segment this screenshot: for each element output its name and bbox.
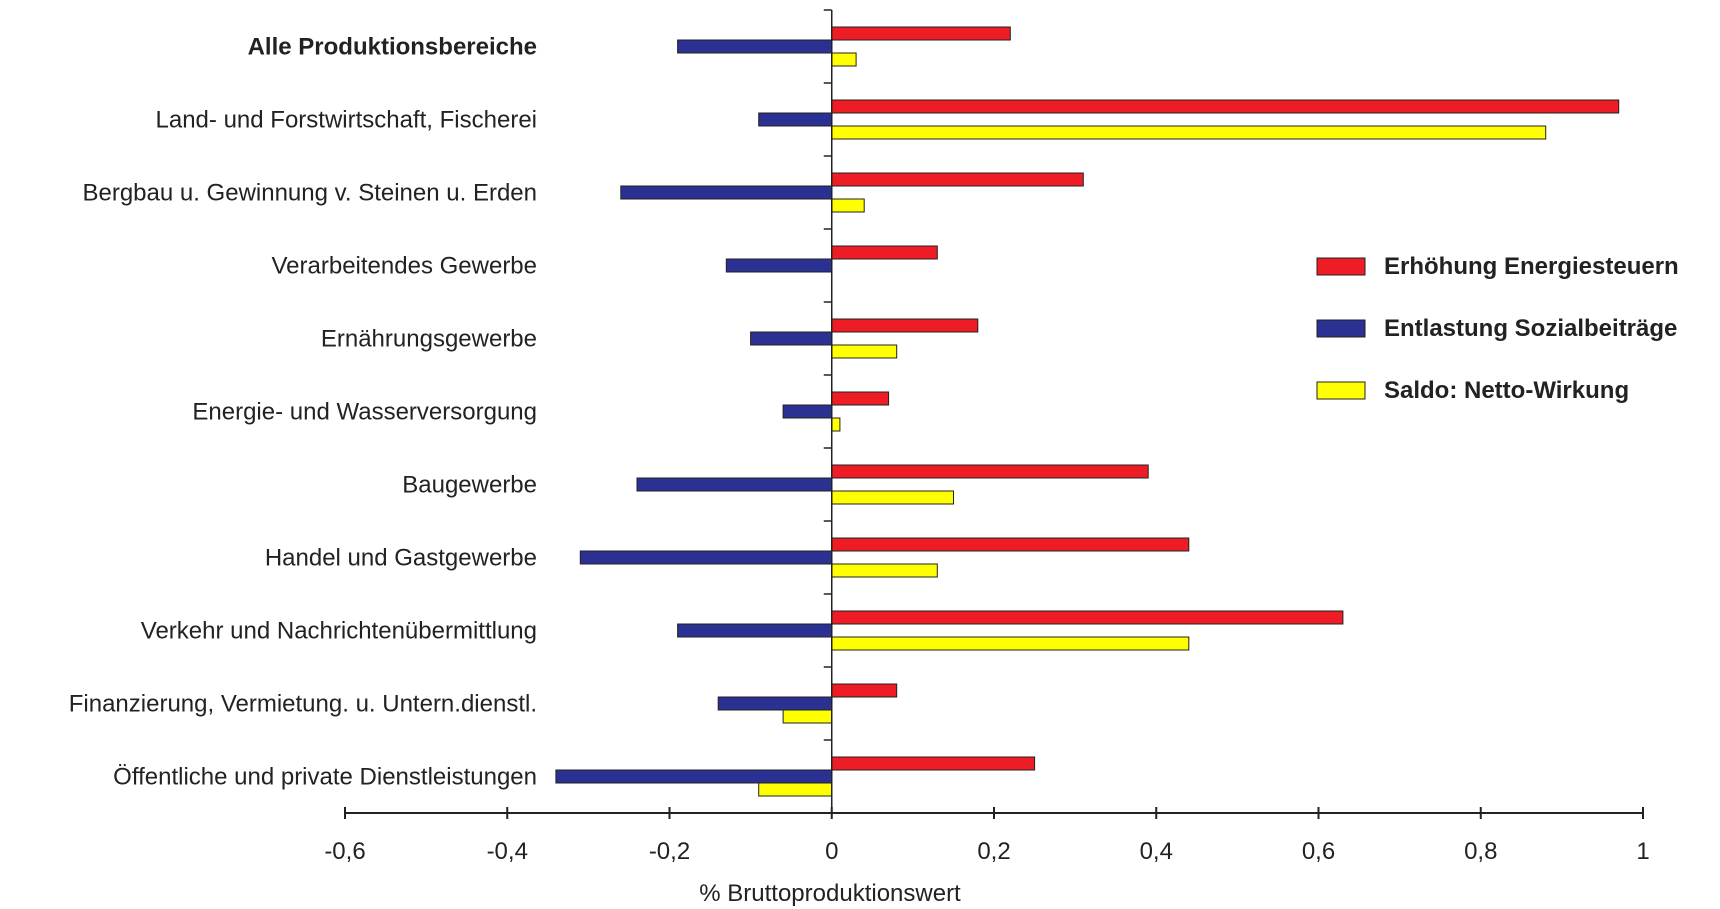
bar-2-4 bbox=[725, 258, 833, 273]
bar-2-8 bbox=[579, 550, 833, 565]
bar-1-9 bbox=[831, 610, 1344, 625]
bar-2-2 bbox=[758, 112, 833, 127]
bar-3-2 bbox=[831, 125, 1547, 140]
bar-1-3 bbox=[831, 172, 1084, 187]
bar-1-2 bbox=[831, 99, 1620, 114]
x-tick-label-5: 0,2 bbox=[977, 838, 1010, 865]
bar-1-5 bbox=[831, 318, 979, 333]
bar-3-11 bbox=[758, 782, 833, 797]
category-label-9: Verkehr und Nachrichtenübermittlung bbox=[141, 618, 537, 645]
bar-3-5 bbox=[831, 344, 898, 359]
bar-2-9 bbox=[677, 623, 833, 638]
x-tick-label-9: 1 bbox=[1636, 838, 1649, 865]
bar-1-1 bbox=[831, 26, 1011, 41]
legend-label-3: Saldo: Netto-Wirkung bbox=[1384, 377, 1629, 404]
bar-3-10 bbox=[782, 709, 833, 724]
bar-2-1 bbox=[677, 39, 833, 54]
category-label-1: Alle Produktionsbereiche bbox=[248, 34, 537, 61]
category-label-6: Energie- und Wasserversorgung bbox=[192, 399, 537, 426]
bar-1-11 bbox=[831, 756, 1036, 771]
legend-label-1: Erhöhung Energiesteuern bbox=[1384, 253, 1679, 280]
axis-layer: -0,6 -0,4 -0,2 0 0,2 0,4 0,6 0,8 1 bbox=[324, 9, 1650, 865]
bar-3-3 bbox=[831, 198, 865, 213]
bar-2-10 bbox=[717, 696, 833, 711]
category-label-11: Öffentliche und private Dienstleistungen bbox=[113, 764, 537, 791]
bar-2-11 bbox=[555, 769, 833, 784]
category-label-10: Finanzierung, Vermietung. u. Untern.dien… bbox=[69, 691, 537, 718]
legend: Erhöhung Energiesteuern Entlastung Sozial… bbox=[1316, 253, 1679, 404]
x-tick-label-2: -0,4 bbox=[487, 838, 528, 865]
bar-3-1 bbox=[831, 52, 857, 67]
x-axis-title: % Bruttoproduktionswert bbox=[699, 880, 961, 907]
bar-1-10 bbox=[831, 683, 898, 698]
bar-1-7 bbox=[831, 464, 1149, 479]
x-tick-label-6: 0,4 bbox=[1140, 838, 1173, 865]
category-label-7: Baugewerbe bbox=[402, 472, 537, 499]
legend-swatch-3 bbox=[1316, 381, 1366, 400]
bar-1-8 bbox=[831, 537, 1190, 552]
x-tick-label-4: 0 bbox=[825, 838, 838, 865]
category-label-5: Ernährungsgewerbe bbox=[321, 326, 537, 353]
category-label-8: Handel und Gastgewerbe bbox=[265, 545, 537, 572]
x-tick-label-3: -0,2 bbox=[649, 838, 690, 865]
x-tick-label-1: -0,6 bbox=[324, 838, 365, 865]
bar-2-3 bbox=[620, 185, 833, 200]
bar-2-5 bbox=[750, 331, 833, 346]
bars-layer bbox=[555, 26, 1620, 797]
bar-3-7 bbox=[831, 490, 954, 505]
category-label-4: Verarbeitendes Gewerbe bbox=[272, 253, 538, 280]
legend-label-2: Entlastung Sozialbeiträge bbox=[1384, 315, 1677, 342]
category-label-3: Bergbau u. Gewinnung v. Steinen u. Erden bbox=[82, 180, 537, 207]
x-tick-label-7: 0,6 bbox=[1302, 838, 1335, 865]
bar-3-6 bbox=[831, 417, 841, 432]
category-labels: Alle Produktionsbereiche Land- und Forstw… bbox=[69, 34, 537, 791]
bar-3-9 bbox=[831, 636, 1190, 651]
x-tick-label-8: 0,8 bbox=[1464, 838, 1497, 865]
bar-2-6 bbox=[782, 404, 833, 419]
bar-1-4 bbox=[831, 245, 938, 260]
bar-2-7 bbox=[636, 477, 833, 492]
bar-3-8 bbox=[831, 563, 938, 578]
bar-1-6 bbox=[831, 391, 890, 406]
legend-swatch-2 bbox=[1316, 319, 1366, 338]
category-label-2: Land- und Forstwirtschaft, Fischerei bbox=[156, 107, 537, 134]
legend-swatch-1 bbox=[1316, 257, 1366, 276]
